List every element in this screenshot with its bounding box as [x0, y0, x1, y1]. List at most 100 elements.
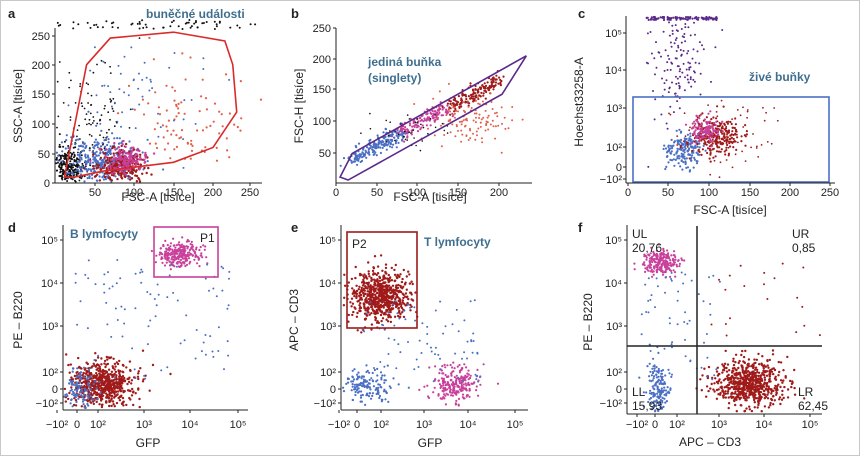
scatter-point: [80, 102, 83, 105]
scatter-point: [491, 85, 494, 88]
scatter-point: [173, 52, 176, 54]
scatter-point: [100, 386, 103, 390]
y-tick-label: 10³: [606, 103, 622, 115]
scatter-point: [87, 277, 90, 280]
scatter-point: [198, 248, 201, 252]
scatter-point: [378, 396, 381, 400]
scatter-point: [689, 62, 691, 65]
scatter-point: [689, 66, 692, 69]
scatter-point: [154, 315, 157, 318]
x-tick-label: 50: [662, 187, 674, 199]
scatter-point: [92, 153, 95, 156]
scatter-point: [105, 371, 109, 374]
scatter-point: [378, 139, 381, 142]
scatter-point: [100, 165, 104, 168]
scatter-point: [123, 175, 126, 178]
scatter-point: [74, 180, 77, 183]
gate-label-singlets: jediná buňka (singlety): [367, 55, 445, 85]
scatter-point: [442, 396, 445, 399]
scatter-point: [367, 382, 370, 385]
scatter-point: [371, 392, 374, 395]
scatter-point: [699, 72, 702, 75]
scatter-point: [110, 386, 113, 389]
scatter-point: [708, 157, 711, 160]
scatter-point: [686, 78, 689, 81]
scatter-point: [135, 169, 138, 172]
scatter-point: [103, 369, 107, 373]
scatter-point: [69, 402, 72, 405]
scatter-point: [90, 123, 92, 126]
scatter-point: [364, 149, 367, 152]
scatter-point: [721, 130, 724, 133]
scatter-point: [732, 146, 735, 149]
scatter-point: [692, 48, 695, 51]
scatter-point: [217, 326, 220, 329]
scatter-point: [695, 136, 699, 140]
scatter-point: [673, 140, 677, 143]
scatter-point: [735, 130, 738, 133]
scatter-point: [204, 146, 207, 149]
scatter-point: [355, 315, 359, 318]
scatter-point: [365, 146, 369, 149]
scatter-point: [693, 125, 696, 127]
scatter-point: [103, 291, 106, 294]
scatter-point: [144, 156, 147, 159]
scatter-point: [684, 40, 687, 43]
scatter-point: [133, 368, 136, 371]
x-tick-label: 200: [490, 187, 508, 199]
scatter-point: [360, 286, 363, 290]
scatter-point: [661, 77, 663, 80]
scatter-point: [188, 262, 191, 265]
scatter-point: [80, 170, 84, 173]
scatter-point: [376, 320, 379, 323]
scatter-point: [457, 110, 459, 113]
scatter-point: [376, 367, 379, 370]
scatter-point: [85, 371, 89, 374]
scatter-point: [718, 146, 721, 149]
scatter-point: [417, 125, 420, 128]
scatter-point: [99, 122, 102, 125]
scatter-point: [363, 154, 366, 157]
scatter-point: [481, 141, 484, 144]
scatter-point: [353, 388, 356, 391]
scatter-point: [680, 54, 683, 57]
scatter-point: [80, 177, 83, 180]
scatter-point: [389, 142, 393, 146]
scatter-point: [351, 302, 355, 305]
scatter-point: [765, 111, 767, 114]
scatter-point: [162, 244, 165, 248]
scatter-point: [477, 127, 480, 130]
scatter-point: [684, 162, 687, 166]
scatter-point: [446, 104, 449, 107]
scatter-point: [395, 275, 398, 278]
scatter-point: [191, 243, 194, 247]
scatter-point: [107, 271, 109, 274]
scatter-point: [158, 253, 161, 256]
scatter-point: [70, 383, 73, 386]
scatter-point: [199, 245, 202, 249]
scatter-point: [664, 49, 667, 52]
scatter-point: [202, 68, 205, 70]
scatter-point: [131, 22, 134, 25]
scatter-point: [80, 384, 83, 387]
scatter-point: [60, 141, 64, 144]
scatter-point: [693, 120, 696, 123]
scatter-point: [720, 99, 723, 102]
scatter-point: [68, 371, 71, 374]
scatter-point: [427, 395, 430, 398]
scatter-point: [699, 113, 703, 116]
scatter-point: [449, 391, 452, 394]
scatter-point: [184, 22, 187, 25]
scatter-point: [401, 277, 404, 281]
scatter-point: [89, 367, 92, 370]
scatter-point: [460, 97, 463, 100]
scatter-point: [692, 132, 695, 135]
scatter-point: [56, 169, 59, 172]
scatter-point: [677, 46, 680, 49]
scatter-point: [134, 127, 137, 130]
scatter-point: [147, 102, 150, 105]
scatter-point: [698, 135, 700, 137]
scatter-point: [698, 137, 701, 140]
scatter-point: [84, 389, 87, 392]
